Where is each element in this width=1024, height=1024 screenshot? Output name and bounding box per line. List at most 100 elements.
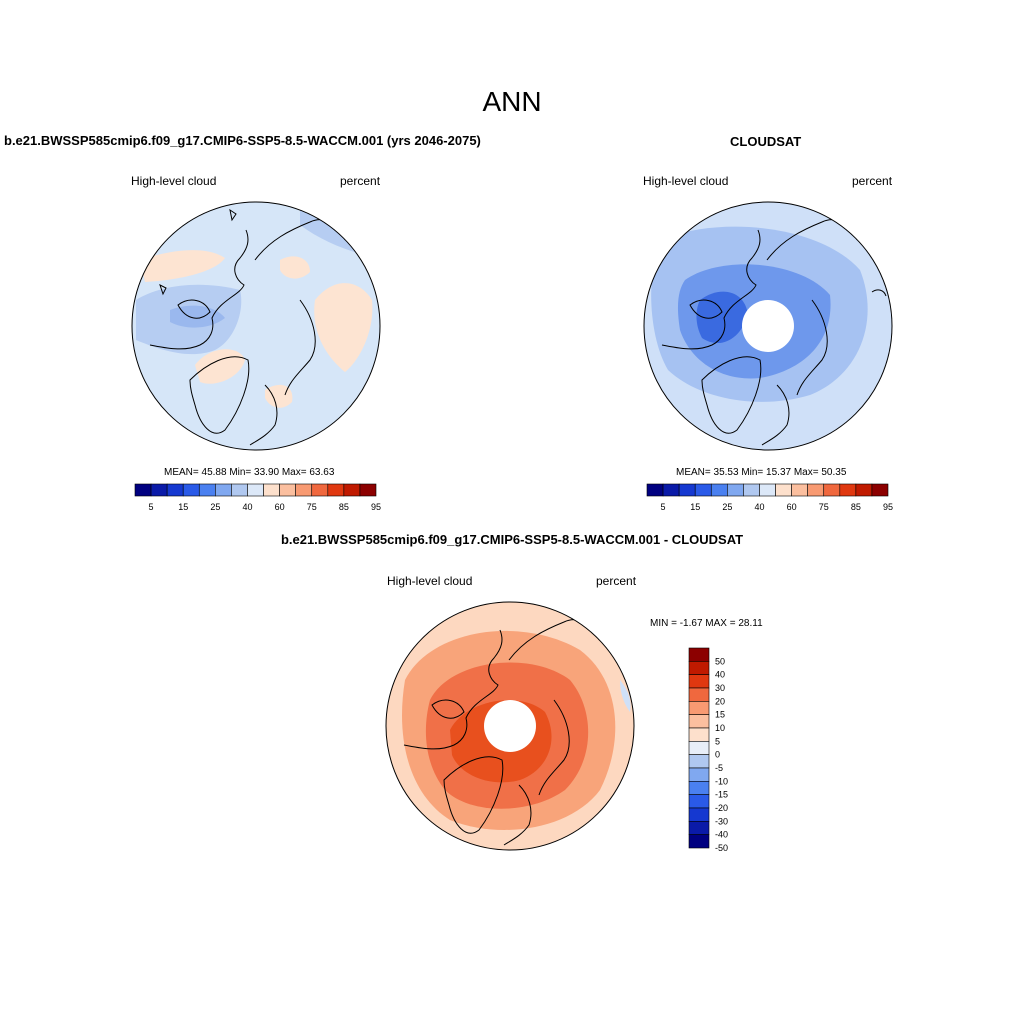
diff-colorbar-tick-label: -40 (715, 830, 728, 840)
model-warm-region-4 (280, 256, 310, 279)
model-colorbar: 5 15 25 40 60 75 85 95 (134, 483, 381, 512)
obs-colorbar-swatch (710, 483, 728, 497)
diff-colorbar-tick-label: -20 (715, 803, 728, 813)
obs-colorbar-swatch (775, 483, 792, 497)
diff-colorbar-swatch (688, 647, 710, 662)
model-units-label: percent (340, 174, 381, 188)
model-colorbar-swatch (231, 483, 248, 497)
diff-colorbar-tick-label: -15 (715, 790, 728, 800)
obs-colorbar-swatch (678, 483, 696, 497)
model-warm-region (140, 250, 225, 282)
model-colorbar-swatch (327, 483, 345, 497)
diff-colorbar-swatch (688, 674, 710, 689)
model-coast-greenland (189, 356, 250, 434)
diff-variable-label: High-level cloud (387, 574, 473, 588)
obs-colorbar-tick-label: 15 (690, 502, 700, 512)
model-colorbar-tick-label: 95 (371, 502, 381, 512)
model-coastlines (149, 208, 346, 446)
model-colorbar-swatch (279, 483, 296, 497)
model-colorbar-swatch (343, 483, 361, 497)
diff-colorbar-swatch (688, 834, 710, 849)
obs-panel-title: CLOUDSAT (730, 134, 802, 149)
model-panel-title: b.e21.BWSSP585cmip6.f09_g17.CMIP6-SSP5-8… (4, 133, 481, 148)
diff-colorbar-swatch (688, 821, 710, 835)
model-colorbar-swatch (359, 483, 377, 497)
obs-colorbar-swatch (791, 483, 808, 497)
obs-polar-map (643, 201, 893, 451)
diff-colorbar-swatch (688, 701, 710, 715)
obs-coast-greenland (701, 356, 762, 434)
model-map-border (131, 201, 381, 451)
diff-colorbar-tick-label: 30 (715, 683, 725, 693)
obs-colorbar: 5 15 25 40 60 75 85 95 (646, 483, 893, 512)
diff-colorbar-tick-label: 10 (715, 723, 725, 733)
obs-coast-north-america (661, 229, 761, 350)
obs-colorbar-swatch (871, 483, 889, 497)
diff-colorbar-tick-label: 40 (715, 670, 725, 680)
obs-coast-canadian-archipelago (689, 299, 723, 319)
diff-colorbar-swatch (688, 741, 710, 755)
obs-colorbar-tick-label: 40 (754, 502, 764, 512)
diff-colorbar-swatch (688, 687, 710, 702)
diff-units-label: percent (596, 574, 637, 588)
model-colorbar-swatch (263, 483, 280, 497)
diff-colorbar-tick-label: -50 (715, 843, 728, 853)
diff-coast-eurasia-east (538, 699, 570, 796)
obs-colorbar-tick-label: 75 (819, 502, 829, 512)
diff-polar-map (385, 601, 635, 851)
diff-negative-patch (620, 680, 631, 712)
diff-colorbar-swatch (688, 794, 710, 809)
model-colorbar-swatch (150, 483, 168, 497)
obs-coast-island (871, 289, 887, 297)
model-coast-canadian-archipelago (177, 299, 211, 319)
diff-colorbar-tick-label: -10 (715, 776, 728, 786)
model-coast-eurasia-east (284, 299, 316, 396)
model-coast-north-america (149, 229, 249, 350)
diff-panel-title: b.e21.BWSSP585cmip6.f09_g17.CMIP6-SSP5-8… (280, 532, 744, 547)
diff-colorbar-tick-label: 5 (715, 736, 720, 746)
obs-coast-scandinavia (761, 384, 790, 446)
diff-colorbar-tick-label: 0 (715, 750, 720, 760)
diff-colorbar-tick-label: 15 (715, 710, 725, 720)
obs-missing-data-hole (742, 300, 794, 352)
obs-stats: MEAN= 35.53 Min= 15.37 Max= 50.35 (676, 467, 847, 478)
obs-colorbar-tick-label: 85 (851, 502, 861, 512)
model-colorbar-swatch (215, 483, 232, 497)
diff-missing-data-hole (484, 700, 536, 752)
obs-field-core (696, 291, 748, 344)
model-variable-label: High-level cloud (131, 174, 217, 188)
diff-colorbar-swatch (688, 727, 710, 742)
model-colorbar-tick-label: 40 (242, 502, 252, 512)
diff-colorbar-swatch (688, 714, 710, 729)
model-colorbar-tick-label: 15 (178, 502, 188, 512)
diff-coast-scandinavia (503, 784, 532, 846)
obs-colorbar-swatch (807, 483, 825, 497)
diff-coast-greenland (443, 756, 504, 834)
diff-colorbar-swatch (688, 661, 710, 675)
obs-colorbar-swatch (694, 483, 712, 497)
model-colorbar-tick-label: 60 (275, 502, 285, 512)
model-colorbar-tick-label: 85 (339, 502, 349, 512)
model-colorbar-swatch (295, 483, 313, 497)
diff-colorbar-swatch (688, 807, 710, 822)
obs-colorbar-swatch (839, 483, 857, 497)
figure-title: ANN (482, 86, 542, 117)
model-coast-island-1 (229, 208, 237, 222)
diff-coastlines (403, 619, 600, 846)
obs-units-label: percent (852, 174, 893, 188)
model-coast-island-2 (159, 284, 167, 296)
diff-colorbar-swatch (688, 767, 710, 782)
model-warm-region-5 (265, 384, 293, 408)
diff-colorbar-swatch (688, 781, 710, 795)
model-polar-map (131, 201, 381, 451)
obs-variable-label: High-level cloud (643, 174, 729, 188)
diff-coast-canadian-archipelago (431, 699, 465, 719)
obs-colorbar-swatch (759, 483, 776, 497)
obs-colorbar-swatch (727, 483, 744, 497)
model-coast-scandinavia (249, 384, 278, 446)
model-colorbar-swatch (182, 483, 200, 497)
obs-colorbar-tick-label: 5 (661, 502, 666, 512)
diff-colorbar-tick-label: 20 (715, 696, 725, 706)
obs-coast-eurasia-east (796, 299, 828, 396)
